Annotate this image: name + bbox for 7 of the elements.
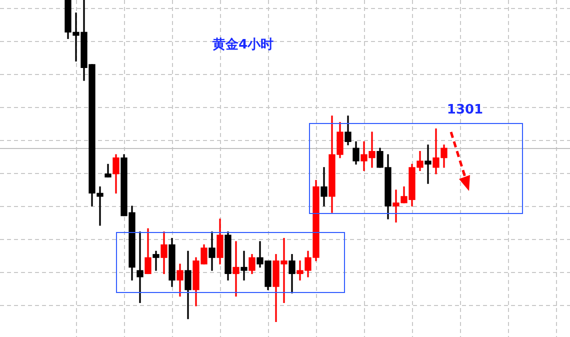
candlestick bbox=[240, 250, 248, 280]
candlestick bbox=[232, 241, 240, 297]
text: 黄金4小时 bbox=[211, 37, 274, 52]
candlestick bbox=[424, 144, 432, 184]
annotation: 1301 bbox=[446, 102, 484, 118]
candlestick bbox=[152, 250, 160, 271]
candlestick bbox=[136, 232, 144, 304]
